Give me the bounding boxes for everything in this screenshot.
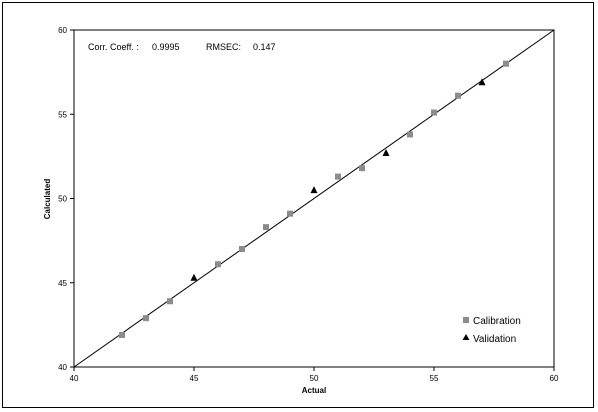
y-tick-label: 50: [58, 195, 67, 204]
y-tick-label: 60: [58, 26, 67, 35]
data-points: [119, 60, 509, 338]
y-tick-label: 55: [58, 110, 67, 119]
rmsec-value: 0.147: [253, 42, 276, 52]
calibration-point: [359, 165, 365, 172]
x-tick-label: 40: [70, 374, 79, 383]
calibration-point: [503, 60, 509, 67]
validation-point: [190, 273, 198, 281]
calibration-point: [431, 109, 437, 116]
calibration-point: [263, 224, 269, 231]
y-tick-label: 45: [58, 279, 67, 288]
calibration-point: [407, 131, 413, 138]
legend-validation-label: Validation: [473, 334, 516, 345]
y-axis: 40 45 50 55 60: [58, 26, 74, 372]
calibration-point: [239, 246, 245, 253]
rmsec-label: RMSEC:: [206, 42, 241, 52]
x-axis-title: Actual: [302, 386, 326, 395]
calibration-point: [143, 315, 149, 322]
scatter-chart: 40 45 50 55 60 40 45 50 55 60 Corr. Coeff. : 0.9…: [43, 26, 559, 395]
calibration-point: [287, 210, 293, 217]
legend-calibration-marker: [463, 317, 469, 323]
validation-point: [478, 78, 486, 86]
corr-coeff-label: Corr. Coeff. :: [88, 42, 139, 52]
corr-coeff-value: 0.9995: [152, 42, 180, 52]
x-tick-label: 45: [190, 374, 199, 383]
calibration-point: [335, 173, 341, 180]
x-tick-label: 50: [310, 374, 319, 383]
chart-frame: 40 45 50 55 60 40 45 50 55 60 Corr. Coeff. : 0.9…: [2, 2, 594, 408]
calibration-point: [215, 261, 221, 268]
legend-validation-marker: [462, 334, 470, 340]
legend-calibration-label: Calibration: [473, 316, 521, 327]
legend: Calibration Validation: [462, 316, 521, 345]
y-tick-label: 40: [58, 363, 67, 372]
calibration-point: [167, 298, 173, 305]
reference-line: [73, 29, 555, 368]
x-tick-label: 55: [430, 374, 439, 383]
calibration-point: [455, 92, 461, 99]
calibration-point: [119, 331, 125, 338]
x-axis: 40 45 50 55 60: [70, 367, 559, 383]
validation-point: [310, 186, 318, 194]
y-axis-title: Calculated: [43, 179, 52, 220]
validation-point: [382, 149, 390, 157]
x-tick-label: 60: [550, 374, 559, 383]
